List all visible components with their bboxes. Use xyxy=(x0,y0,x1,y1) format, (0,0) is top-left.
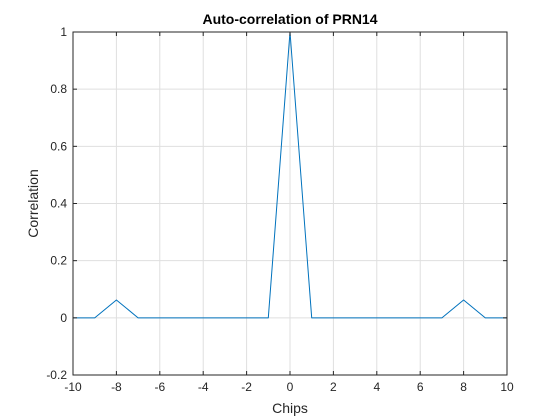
chart-title: Auto-correlation of PRN14 xyxy=(202,11,377,27)
y-tick-label: 0.2 xyxy=(50,254,67,268)
y-axis-label: Correlation xyxy=(25,169,41,237)
x-tick-label: 6 xyxy=(417,380,424,394)
x-tick-label: -10 xyxy=(64,380,82,394)
x-tick-labels: -10 -8 -6 -4 -2 0 2 4 6 8 10 xyxy=(64,380,514,394)
x-tick-label: -6 xyxy=(154,380,165,394)
x-tick-label: 8 xyxy=(460,380,467,394)
x-tick-label: 0 xyxy=(287,380,294,394)
y-tick-label: 0.4 xyxy=(50,197,67,211)
y-tick-label: 0 xyxy=(60,311,67,325)
x-tick-label: 10 xyxy=(500,380,514,394)
y-tick-labels: -0.2 0 0.2 0.4 0.6 0.8 1 xyxy=(46,25,67,382)
x-tick-label: 4 xyxy=(373,380,380,394)
y-tick-label: 1 xyxy=(60,25,67,39)
x-tick-label: 2 xyxy=(330,380,337,394)
y-tick-label: 0.8 xyxy=(50,82,67,96)
x-tick-label: -8 xyxy=(111,380,122,394)
x-tick-label: -4 xyxy=(198,380,209,394)
x-axis-label: Chips xyxy=(272,400,308,416)
y-tick-label: 0.6 xyxy=(50,139,67,153)
y-tick-label: -0.2 xyxy=(46,368,67,382)
x-tick-label: -2 xyxy=(241,380,252,394)
tick-marks xyxy=(72,31,508,376)
